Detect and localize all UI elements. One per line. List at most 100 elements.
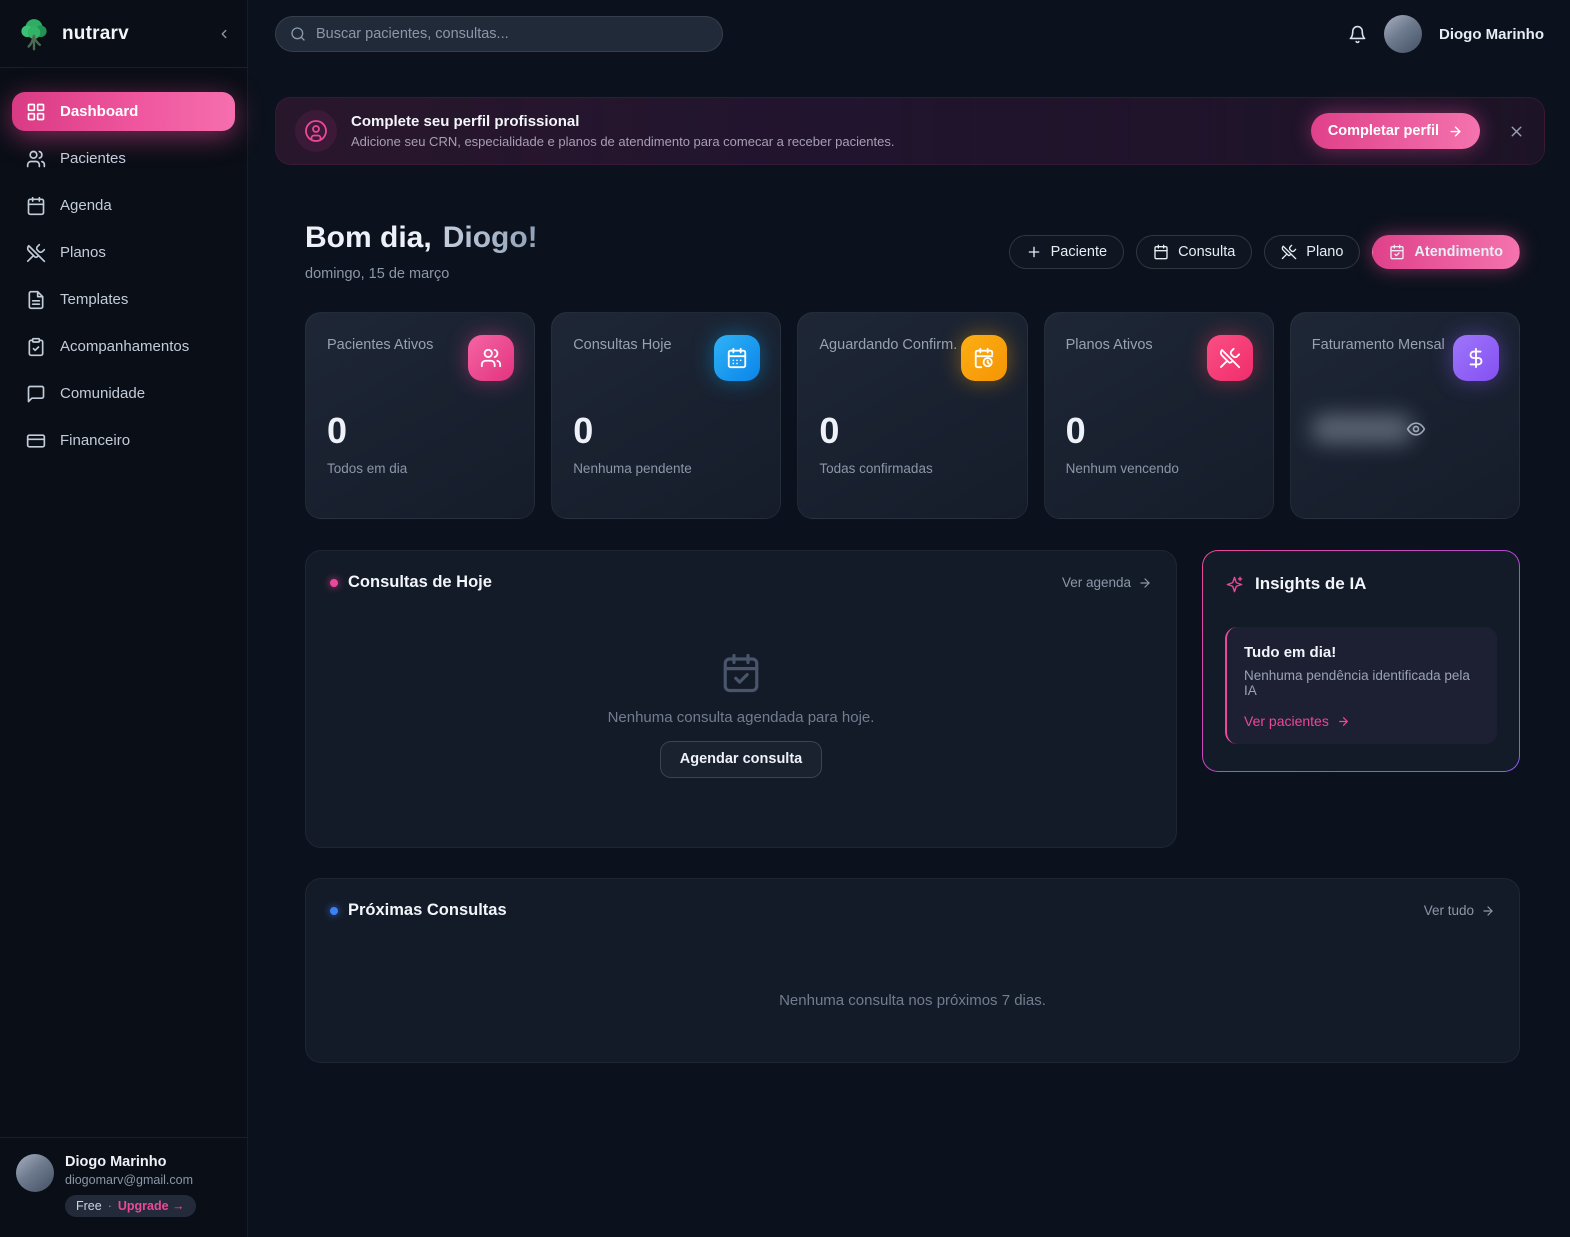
panel-header: Próximas Consultas Ver tudo bbox=[306, 879, 1519, 920]
calendar-icon bbox=[714, 335, 761, 381]
utensils-crossed-icon bbox=[26, 243, 46, 262]
empty-state-text: Nenhuma consulta agendada para hoje. bbox=[607, 708, 875, 726]
stat-card-faturamento-mensal[interactable]: Faturamento Mensal bbox=[1289, 312, 1520, 519]
panel-header: Insights de IA bbox=[1225, 574, 1497, 594]
banner-row: Complete seu perfil profissional Adicion… bbox=[248, 68, 1570, 165]
ai-insights-panel: Insights de IA Tudo em dia! Nenhuma pend… bbox=[1202, 550, 1520, 772]
upgrade-link[interactable]: Upgrade → bbox=[117, 1199, 185, 1213]
arrow-right-icon bbox=[1140, 577, 1150, 588]
sidebar-item-pacientes[interactable]: Pacientes bbox=[12, 139, 235, 178]
ver-tudo-link[interactable]: Ver tudo bbox=[1424, 903, 1495, 918]
plus-icon bbox=[1028, 246, 1039, 257]
stat-card-consultas-hoje[interactable]: Consultas Hoje 0 Nenhuma pendente bbox=[551, 312, 782, 519]
calendar-check-icon bbox=[720, 652, 762, 694]
sidebar-item-label: Acompanhamentos bbox=[60, 338, 190, 355]
empty-state: Nenhuma consulta agendada para hoje. Age… bbox=[306, 592, 1176, 847]
plan-badge: Free bbox=[76, 1199, 102, 1213]
calendar-check-icon bbox=[1390, 244, 1405, 259]
blue-dot-icon bbox=[330, 906, 338, 915]
sidebar: nutrarv Dashboard Pacientes Agenda Plano… bbox=[0, 0, 248, 1237]
grid-icon bbox=[27, 103, 45, 120]
calendar-icon bbox=[27, 196, 45, 215]
sidebar-item-label: Agenda bbox=[60, 197, 112, 214]
banner-title: Complete seu perfil profissional bbox=[351, 113, 580, 130]
message-square-icon bbox=[27, 385, 45, 402]
sidebar-item-label: Dashboard bbox=[60, 103, 139, 120]
sidebar-item-label: Templates bbox=[60, 291, 129, 308]
arrow-right-icon bbox=[1483, 905, 1493, 916]
pink-dot-icon bbox=[330, 578, 338, 587]
stat-value: 0 bbox=[1065, 410, 1086, 451]
users-icon bbox=[26, 150, 46, 167]
user-name: Diogo Marinho bbox=[65, 1154, 167, 1170]
sidebar-user-card[interactable]: Diogo Marinho diogomarv@gmail.com Free ·… bbox=[0, 1137, 247, 1237]
user-circle-icon bbox=[295, 110, 337, 152]
ver-pacientes-link[interactable]: Ver pacientes bbox=[1244, 713, 1350, 729]
sidebar-item-templates[interactable]: Templates bbox=[12, 280, 235, 319]
stat-sublabel: Nenhuma pendente bbox=[573, 461, 692, 476]
add-plano-button[interactable]: Plano bbox=[1264, 234, 1361, 269]
search-icon bbox=[291, 27, 305, 41]
add-paciente-button[interactable]: Paciente bbox=[1008, 234, 1125, 269]
stat-card-aguardando-confirmacao[interactable]: Aguardando Confirm. 0 Todas confirmadas bbox=[797, 312, 1028, 519]
page-content: Bom dia, Diogo! domingo, 15 de março Pac… bbox=[248, 165, 1570, 1237]
chevron-left-icon bbox=[221, 29, 227, 38]
panel-header: Consultas de Hoje Ver agenda bbox=[306, 551, 1176, 592]
topbar-user-name: Diogo Marinho bbox=[1439, 25, 1544, 43]
topbar-right: Diogo Marinho bbox=[1348, 15, 1544, 53]
sidebar-item-label: Financeiro bbox=[60, 432, 131, 449]
sidebar-item-planos[interactable]: Planos bbox=[12, 233, 235, 272]
sidebar-item-dashboard[interactable]: Dashboard bbox=[12, 92, 235, 131]
quick-actions: Paciente Consulta Plano Atendimento bbox=[1008, 234, 1520, 269]
sparkles-icon bbox=[1225, 575, 1244, 594]
sidebar-item-acompanhamentos[interactable]: Acompanhamentos bbox=[12, 327, 235, 366]
stat-card-pacientes-ativos[interactable]: Pacientes Ativos 0 Todos em dia bbox=[305, 312, 536, 519]
add-consulta-button[interactable]: Consulta bbox=[1136, 234, 1253, 269]
arrow-right-icon bbox=[1450, 125, 1461, 137]
stat-sublabel: Todos em dia bbox=[327, 461, 408, 476]
current-date: domingo, 15 de março bbox=[305, 266, 450, 282]
profile-banner: Complete seu perfil profissional Adicion… bbox=[275, 97, 1545, 165]
panels-row: Consultas de Hoje Ver agenda Nenhuma con… bbox=[305, 550, 1520, 848]
greeting-user-name: Diogo! bbox=[442, 221, 538, 254]
page-title: Bom dia, Diogo! bbox=[305, 221, 538, 254]
sidebar-item-agenda[interactable]: Agenda bbox=[12, 186, 235, 225]
avatar bbox=[16, 1154, 54, 1192]
users-icon bbox=[468, 335, 515, 381]
eye-icon[interactable] bbox=[1406, 419, 1426, 439]
search-bar[interactable] bbox=[275, 16, 723, 52]
plan-separator: · bbox=[107, 1199, 112, 1213]
ver-agenda-link[interactable]: Ver agenda bbox=[1062, 575, 1152, 590]
banner-subtitle: Adicione seu CRN, especialidade e planos… bbox=[351, 134, 895, 149]
tree-logo-icon bbox=[16, 16, 52, 52]
add-atendimento-button[interactable]: Atendimento bbox=[1372, 234, 1520, 269]
complete-profile-button[interactable]: Completar perfil bbox=[1310, 113, 1480, 149]
close-icon[interactable] bbox=[1508, 123, 1525, 140]
sidebar-item-label: Pacientes bbox=[60, 150, 126, 167]
upcoming-consultations-panel: Próximas Consultas Ver tudo Nenhuma cons… bbox=[305, 878, 1520, 1063]
notification-bell-icon[interactable] bbox=[1348, 25, 1367, 44]
stat-value: 0 bbox=[327, 410, 348, 451]
utensils-crossed-icon bbox=[1282, 244, 1297, 259]
avatar[interactable] bbox=[1384, 15, 1422, 53]
arrow-right-icon bbox=[1338, 716, 1348, 726]
stat-card-planos-ativos[interactable]: Planos Ativos 0 Nenhum vencendo bbox=[1043, 312, 1274, 519]
file-text-icon bbox=[28, 290, 44, 309]
calendar-clock-icon bbox=[960, 335, 1007, 381]
search-input[interactable] bbox=[316, 26, 708, 42]
empty-state-text: Nenhuma consulta nos próximos 7 dias. bbox=[779, 991, 1046, 1009]
greeting-row: Bom dia, Diogo! domingo, 15 de março Pac… bbox=[305, 221, 1520, 282]
plan-upgrade-pill[interactable]: Free · Upgrade → bbox=[65, 1195, 196, 1217]
stat-value: 0 bbox=[819, 410, 840, 451]
brand-name: nutrarv bbox=[62, 22, 129, 44]
stat-value: 0 bbox=[573, 410, 594, 451]
stat-sublabel: Nenhum vencendo bbox=[1065, 461, 1179, 476]
sidebar-item-label: Comunidade bbox=[60, 385, 146, 402]
agendar-consulta-button[interactable]: Agendar consulta bbox=[659, 740, 823, 778]
masked-revenue-value bbox=[1311, 411, 1498, 447]
sidebar-item-comunidade[interactable]: Comunidade bbox=[12, 374, 235, 413]
sidebar-collapse-button[interactable] bbox=[217, 27, 231, 41]
wallet-icon bbox=[26, 433, 46, 448]
main-area: Diogo Marinho Complete seu perfil profis… bbox=[248, 0, 1570, 1237]
sidebar-item-financeiro[interactable]: Financeiro bbox=[12, 421, 235, 460]
